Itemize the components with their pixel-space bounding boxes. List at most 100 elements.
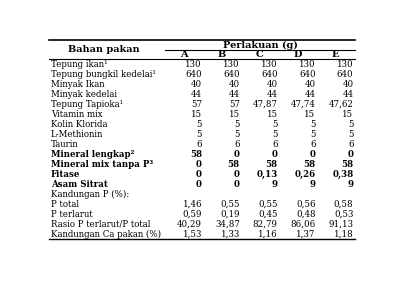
Text: Minyak Ikan: Minyak Ikan (51, 80, 104, 89)
Text: 0,38: 0,38 (332, 170, 353, 179)
Text: 0: 0 (348, 150, 353, 159)
Text: 0,19: 0,19 (220, 210, 240, 219)
Text: 0,55: 0,55 (220, 200, 240, 209)
Text: 640: 640 (337, 70, 353, 79)
Text: 0,48: 0,48 (296, 210, 316, 219)
Text: 91,13: 91,13 (328, 220, 353, 229)
Text: Mineral mix tanpa P³: Mineral mix tanpa P³ (51, 160, 153, 169)
Text: 34,87: 34,87 (215, 220, 240, 229)
Text: 57: 57 (191, 100, 202, 109)
Text: Asam Sitrat: Asam Sitrat (51, 180, 108, 189)
Text: Mineral lengkap²: Mineral lengkap² (51, 150, 134, 159)
Text: 44: 44 (267, 90, 278, 99)
Text: 1,53: 1,53 (182, 230, 202, 239)
Text: 5: 5 (310, 120, 316, 129)
Text: 130: 130 (223, 60, 240, 69)
Text: Tepung Tapioka¹: Tepung Tapioka¹ (51, 100, 123, 109)
Text: 5: 5 (272, 130, 278, 139)
Text: Taurin: Taurin (51, 140, 78, 149)
Text: 1,46: 1,46 (182, 200, 202, 209)
Text: 130: 130 (185, 60, 202, 69)
Text: Tepung bungkil kedelai¹: Tepung bungkil kedelai¹ (51, 70, 156, 79)
Text: 0,56: 0,56 (296, 200, 316, 209)
Text: A: A (180, 50, 188, 59)
Text: 0: 0 (196, 180, 202, 189)
Text: 58: 58 (190, 150, 202, 159)
Text: 47,87: 47,87 (253, 100, 278, 109)
Text: 640: 640 (223, 70, 240, 79)
Text: P total: P total (51, 200, 79, 209)
Text: 5: 5 (310, 130, 316, 139)
Text: 0,13: 0,13 (256, 170, 278, 179)
Text: 130: 130 (299, 60, 316, 69)
Text: 58: 58 (228, 160, 240, 169)
Text: 1,16: 1,16 (258, 230, 278, 239)
Text: 5: 5 (272, 120, 278, 129)
Text: 0: 0 (196, 170, 202, 179)
Text: P terlarut: P terlarut (51, 210, 93, 219)
Text: B: B (218, 50, 226, 59)
Text: 640: 640 (185, 70, 202, 79)
Text: 5: 5 (348, 120, 353, 129)
Text: 15: 15 (342, 110, 353, 119)
Text: 6: 6 (197, 140, 202, 149)
Text: Fitase: Fitase (51, 170, 80, 179)
Text: 44: 44 (229, 90, 240, 99)
Text: 0,58: 0,58 (334, 200, 353, 209)
Text: Perlakuan (g): Perlakuan (g) (223, 41, 297, 50)
Text: 130: 130 (337, 60, 353, 69)
Text: 0: 0 (310, 150, 316, 159)
Text: 15: 15 (229, 110, 240, 119)
Text: 0,45: 0,45 (258, 210, 278, 219)
Text: 44: 44 (305, 90, 316, 99)
Text: D: D (294, 50, 302, 59)
Text: Kandungan Ca pakan (%): Kandungan Ca pakan (%) (51, 230, 161, 239)
Text: 40: 40 (305, 80, 316, 89)
Text: 15: 15 (305, 110, 316, 119)
Text: 1,37: 1,37 (296, 230, 316, 239)
Text: 58: 58 (266, 160, 278, 169)
Text: 0: 0 (234, 170, 240, 179)
Text: 47,62: 47,62 (329, 100, 353, 109)
Text: 57: 57 (229, 100, 240, 109)
Text: 9: 9 (348, 180, 353, 189)
Text: 5: 5 (234, 120, 240, 129)
Text: 0: 0 (196, 160, 202, 169)
Text: 1,33: 1,33 (221, 230, 240, 239)
Text: Vitamin mix: Vitamin mix (51, 110, 102, 119)
Text: 58: 58 (303, 160, 316, 169)
Text: 44: 44 (191, 90, 202, 99)
Text: 6: 6 (310, 140, 316, 149)
Text: Kandungan P (%):: Kandungan P (%): (51, 190, 129, 199)
Text: Bahan pakan: Bahan pakan (69, 45, 140, 54)
Text: C: C (256, 50, 264, 59)
Text: Tepung ikan¹: Tepung ikan¹ (51, 60, 108, 69)
Text: 0,59: 0,59 (182, 210, 202, 219)
Text: 640: 640 (299, 70, 316, 79)
Text: 0: 0 (234, 150, 240, 159)
Text: 40: 40 (266, 80, 278, 89)
Text: 82,79: 82,79 (253, 220, 278, 229)
Text: 5: 5 (197, 120, 202, 129)
Text: 0,53: 0,53 (334, 210, 353, 219)
Text: 47,74: 47,74 (291, 100, 316, 109)
Text: 130: 130 (261, 60, 278, 69)
Text: 40: 40 (191, 80, 202, 89)
Text: 0,26: 0,26 (294, 170, 316, 179)
Text: 40: 40 (342, 80, 353, 89)
Text: 15: 15 (266, 110, 278, 119)
Text: 9: 9 (310, 180, 316, 189)
Text: 15: 15 (191, 110, 202, 119)
Text: 86,06: 86,06 (290, 220, 316, 229)
Text: 0: 0 (271, 150, 278, 159)
Text: E: E (332, 50, 339, 59)
Text: 44: 44 (342, 90, 353, 99)
Text: L-Methionin: L-Methionin (51, 130, 103, 139)
Text: 9: 9 (271, 180, 278, 189)
Text: Rasio P terlarut/P total: Rasio P terlarut/P total (51, 220, 150, 229)
Text: 0,55: 0,55 (258, 200, 278, 209)
Text: Kolin Klorida: Kolin Klorida (51, 120, 107, 129)
Text: 5: 5 (234, 130, 240, 139)
Text: 6: 6 (272, 140, 278, 149)
Text: 58: 58 (341, 160, 353, 169)
